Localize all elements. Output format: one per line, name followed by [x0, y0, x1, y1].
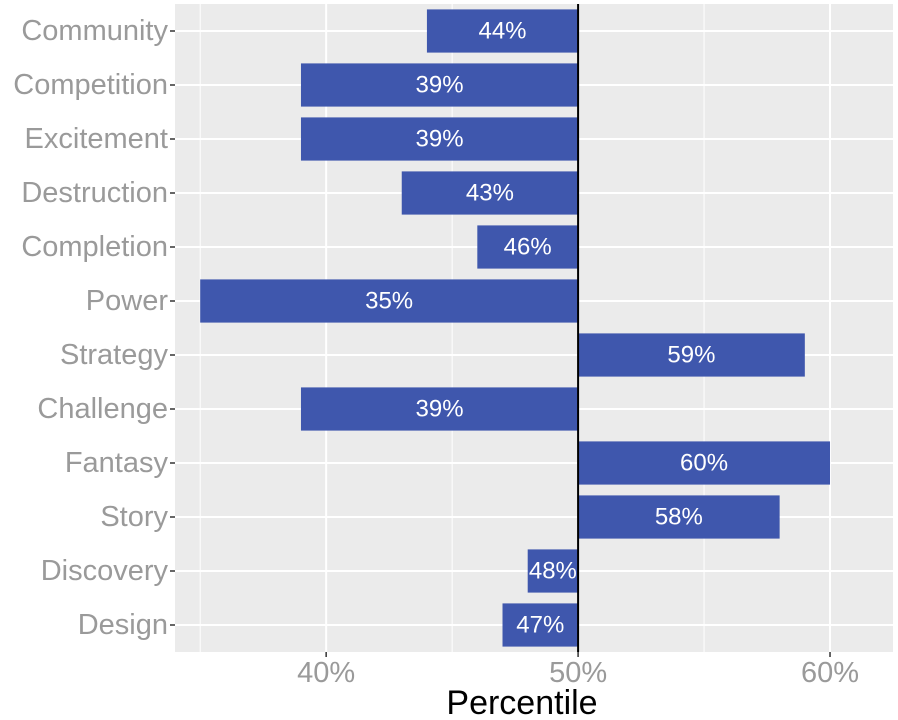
bar-value-label: 39% [416, 72, 464, 99]
bar-community [426, 9, 579, 53]
bar-value-label: 47% [516, 612, 564, 639]
bar-value-label: 60% [680, 450, 728, 477]
bar-value-label: 39% [416, 396, 464, 423]
x-axis: 40% 50% 60% [297, 652, 859, 689]
x-tick-label: 60% [801, 657, 859, 689]
minor-gridlines [199, 4, 705, 652]
bar-value-label: 44% [478, 18, 526, 45]
bar-value-label: 59% [667, 342, 715, 369]
y-tick-label: Strategy [60, 339, 168, 371]
x-axis-title: Percentile [446, 684, 597, 720]
y-tick-label: Community [21, 15, 168, 47]
y-tick-label: Challenge [37, 393, 168, 425]
x-tick-label: 40% [297, 657, 355, 689]
y-tick-label: Excitement [25, 123, 168, 155]
bar-strategy [578, 333, 805, 377]
y-axis: Community Competition Excitement Destructio… [13, 15, 175, 641]
x-tick-label: 50% [549, 657, 607, 689]
bar-completion [477, 225, 579, 269]
bar-value-label: 35% [365, 288, 413, 315]
bar-discovery [527, 549, 579, 593]
y-tick-label: Destruction [21, 177, 168, 209]
bar-competition [300, 63, 579, 107]
bar-story [578, 495, 780, 539]
bar-value-label: 43% [466, 180, 514, 207]
bar-power [200, 279, 579, 323]
bar-excitement [300, 117, 579, 161]
bar-value-label: 39% [416, 126, 464, 153]
bar-value-label: 58% [655, 504, 703, 531]
y-tick-label: Discovery [41, 555, 169, 587]
bar-challenge [300, 387, 579, 431]
y-tick-label: Competition [13, 69, 168, 101]
y-tick-label: Power [86, 285, 169, 317]
bar-design [502, 603, 579, 647]
y-tick-label: Fantasy [65, 447, 169, 479]
y-tick-label: Story [100, 501, 168, 533]
bars [200, 9, 831, 647]
bar-fantasy [578, 441, 831, 485]
plot-panel [175, 4, 893, 652]
y-tick-label: Completion [21, 231, 168, 263]
y-tick-label: Design [78, 609, 168, 641]
bar-value-label: 46% [504, 234, 552, 261]
bar-value-label: 48% [529, 558, 577, 585]
bar-destruction [401, 171, 579, 215]
bar-value-labels: 44%39%39%43%46%35%59%39%60%58%48%47% [365, 18, 728, 639]
